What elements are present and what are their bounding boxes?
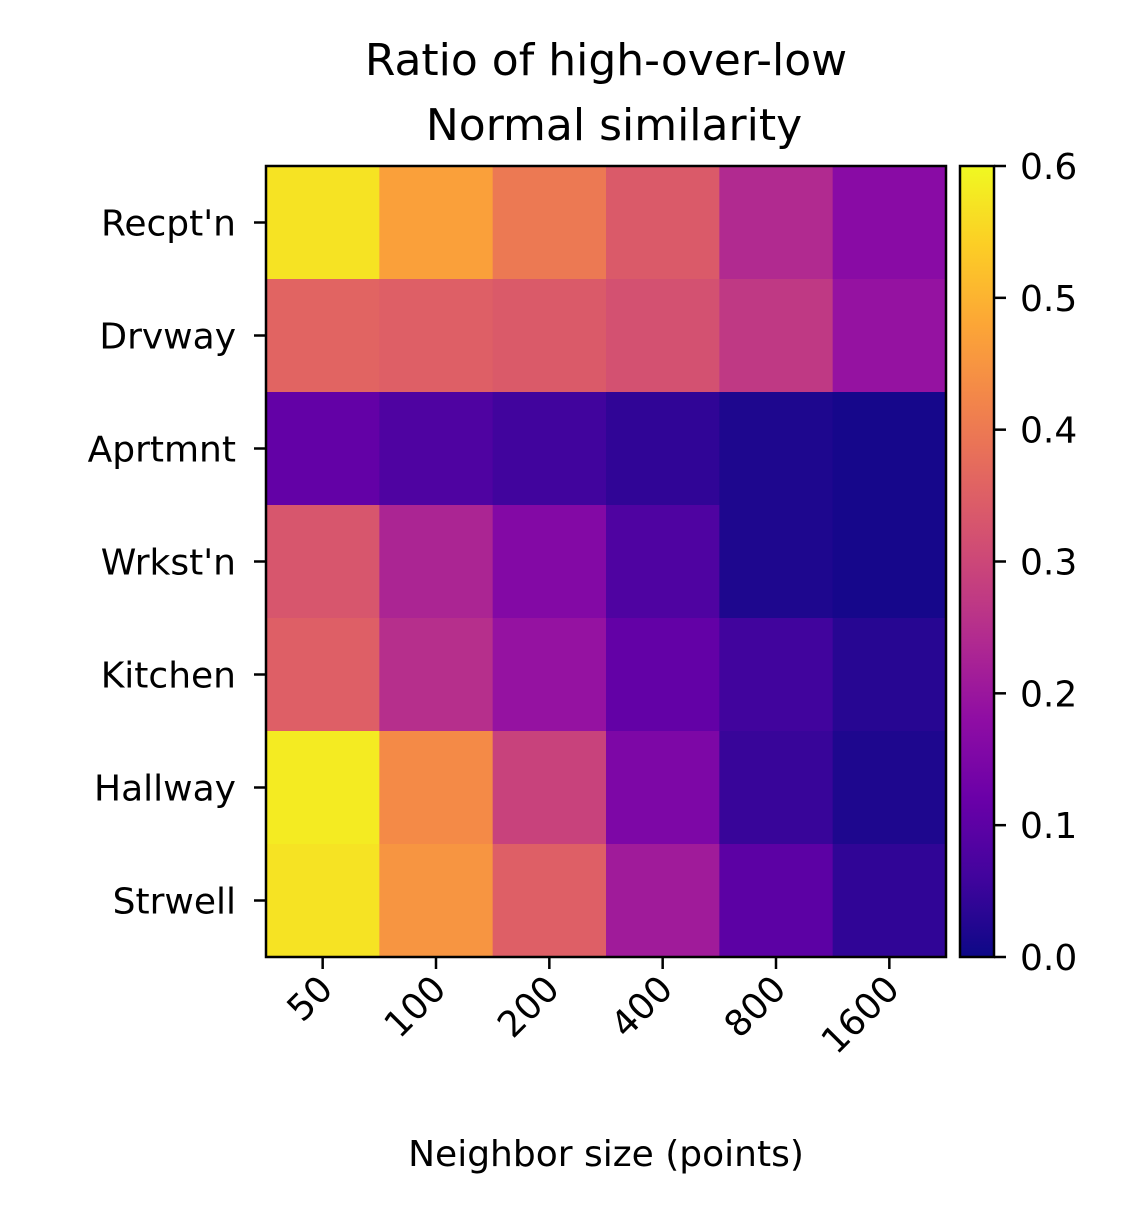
- chart-title-line-2: Normal similarity: [426, 100, 802, 151]
- x-axis-label: Neighbor size (points): [408, 1134, 804, 1175]
- heatmap-cell: [379, 731, 494, 845]
- x-tick-label: 200: [490, 968, 568, 1046]
- x-tick-label: 1600: [814, 968, 908, 1062]
- heatmap-cell: [266, 392, 380, 506]
- colorbar-tick-label: 0.5: [1020, 279, 1077, 320]
- heatmap-cell: [832, 505, 947, 619]
- heatmap-cell: [832, 166, 947, 280]
- heatmap-cell: [379, 505, 494, 619]
- y-axis: Recpt'n Drvway Aprtmnt Wrkst'n Kitchen Hallwa…: [88, 204, 266, 923]
- heatmap-cell: [266, 279, 380, 393]
- y-tick-label: Kitchen: [101, 656, 236, 697]
- heatmap-cell: [492, 731, 607, 845]
- heatmap-cell: [606, 505, 720, 619]
- heatmap-cell: [606, 279, 720, 393]
- heatmap-cell: [832, 844, 947, 958]
- y-tick-label: Strwell: [113, 882, 236, 923]
- x-tick-label: 800: [717, 968, 795, 1046]
- y-tick-label: Aprtmnt: [88, 430, 236, 471]
- y-tick-label: Wrkst'n: [101, 543, 236, 584]
- heatmap-cell: [266, 844, 380, 958]
- colorbar-ticks: 0.0 0.1 0.2 0.3 0.4 0.5 0.6: [994, 147, 1077, 979]
- colorbar-tick-label: 0.0: [1020, 938, 1077, 979]
- heatmap-cell: [832, 392, 947, 506]
- heatmap-cell: [606, 618, 720, 732]
- heatmap-cell: [492, 505, 607, 619]
- heatmap-cells: [266, 166, 947, 958]
- x-tick-label: 50: [280, 968, 341, 1029]
- heatmap-cell: [379, 618, 494, 732]
- heatmap-cell: [492, 279, 607, 393]
- chart-title-line-1: Ratio of high-over-low: [365, 35, 847, 86]
- heatmap-cell: [606, 392, 720, 506]
- heatmap-cell: [719, 618, 834, 732]
- heatmap-cell: [832, 731, 947, 845]
- heatmap-cell: [379, 392, 494, 506]
- heatmap-cell: [719, 844, 834, 958]
- heatmap-cell: [832, 279, 947, 393]
- heatmap-cell: [719, 166, 834, 280]
- heatmap-cell: [606, 166, 720, 280]
- colorbar: [960, 166, 994, 957]
- x-tick-label: 100: [377, 968, 455, 1046]
- heatmap-cell: [379, 844, 494, 958]
- colorbar-tick-label: 0.3: [1020, 543, 1077, 584]
- x-axis: 50 100 200 400 800 1600: [280, 957, 908, 1062]
- heatmap-cell: [719, 731, 834, 845]
- colorbar-tick-label: 0.6: [1020, 147, 1077, 188]
- y-tick-label: Drvway: [99, 317, 236, 358]
- heatmap-cell: [719, 392, 834, 506]
- y-tick-label: Hallway: [94, 769, 236, 810]
- heatmap-cell: [492, 166, 607, 280]
- y-tick-label: Recpt'n: [101, 204, 236, 245]
- heatmap-cell: [719, 505, 834, 619]
- heatmap-cell: [379, 166, 494, 280]
- heatmap-cell: [266, 505, 380, 619]
- x-tick-label: 400: [603, 968, 681, 1046]
- heatmap-cell: [832, 618, 947, 732]
- heatmap-cell: [606, 731, 720, 845]
- heatmap-cell: [606, 844, 720, 958]
- heatmap-cell: [266, 618, 380, 732]
- heatmap-cell: [492, 618, 607, 732]
- heatmap-cell: [492, 392, 607, 506]
- heatmap-cell: [379, 279, 494, 393]
- colorbar-tick-label: 0.2: [1020, 674, 1077, 715]
- heatmap-cell: [719, 279, 834, 393]
- colorbar-tick-label: 0.1: [1020, 806, 1077, 847]
- heatmap-cell: [266, 166, 380, 280]
- colorbar-tick-label: 0.4: [1020, 411, 1077, 452]
- heatmap-cell: [492, 844, 607, 958]
- heatmap-cell: [266, 731, 380, 845]
